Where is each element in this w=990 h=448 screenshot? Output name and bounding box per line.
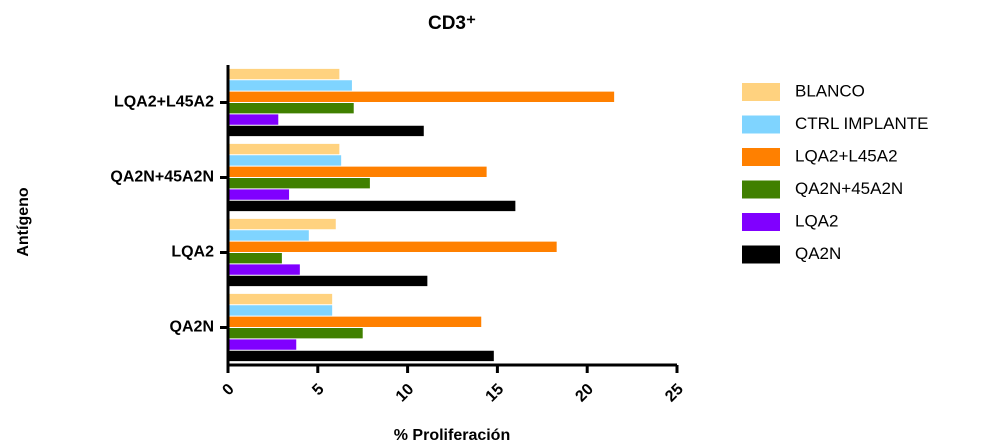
bar — [228, 189, 290, 200]
legend-label: LQA2 — [795, 211, 838, 230]
bar — [228, 305, 333, 316]
bar — [228, 114, 279, 125]
bar — [228, 155, 342, 166]
bar — [228, 103, 354, 114]
y-axis-label: Antígeno — [15, 187, 32, 257]
bar — [228, 166, 487, 177]
y-tick-label: QA2N — [170, 319, 214, 336]
x-tick-label: 25 — [662, 381, 687, 406]
x-tick-label: 15 — [483, 381, 508, 406]
bar — [228, 293, 333, 305]
y-tick-label: QA2N+45A2N — [110, 169, 214, 186]
bar — [228, 275, 428, 287]
bar — [228, 339, 297, 350]
bar — [228, 241, 557, 252]
bar — [228, 68, 340, 80]
legend-swatch — [742, 213, 780, 231]
y-tick-label: LQA2 — [171, 244, 214, 261]
bar — [228, 143, 340, 155]
x-tick-label: 10 — [393, 381, 418, 406]
bar — [228, 328, 363, 339]
bar — [228, 91, 615, 102]
bar — [228, 230, 309, 241]
legend-swatch — [742, 180, 780, 199]
legend-swatch — [742, 148, 780, 166]
legend-label: QA2N — [795, 244, 841, 263]
bar — [228, 253, 282, 264]
bar — [228, 218, 336, 230]
x-axis-label: % Proliferación — [394, 427, 510, 444]
bar — [228, 350, 494, 362]
bar — [228, 200, 516, 212]
legend-swatch — [742, 115, 780, 134]
legend-label: CTRL IMPLANTE — [795, 114, 929, 133]
chart-title: CD3⁺ — [428, 13, 476, 34]
bar — [228, 316, 482, 327]
bar — [228, 178, 370, 189]
legend-label: QA2N+45A2N — [795, 179, 903, 198]
legend-label: BLANCO — [795, 81, 865, 100]
x-tick-label: 20 — [572, 381, 597, 406]
legend-swatch — [742, 83, 780, 101]
bar — [228, 80, 352, 91]
legend-label: LQA2+L45A2 — [795, 146, 898, 165]
bar — [228, 264, 300, 275]
y-tick-label: LQA2+L45A2 — [114, 94, 214, 111]
x-tick-label: 0 — [219, 381, 237, 399]
x-tick-label: 5 — [309, 381, 327, 399]
bar — [228, 125, 424, 137]
legend-swatch — [742, 245, 780, 264]
